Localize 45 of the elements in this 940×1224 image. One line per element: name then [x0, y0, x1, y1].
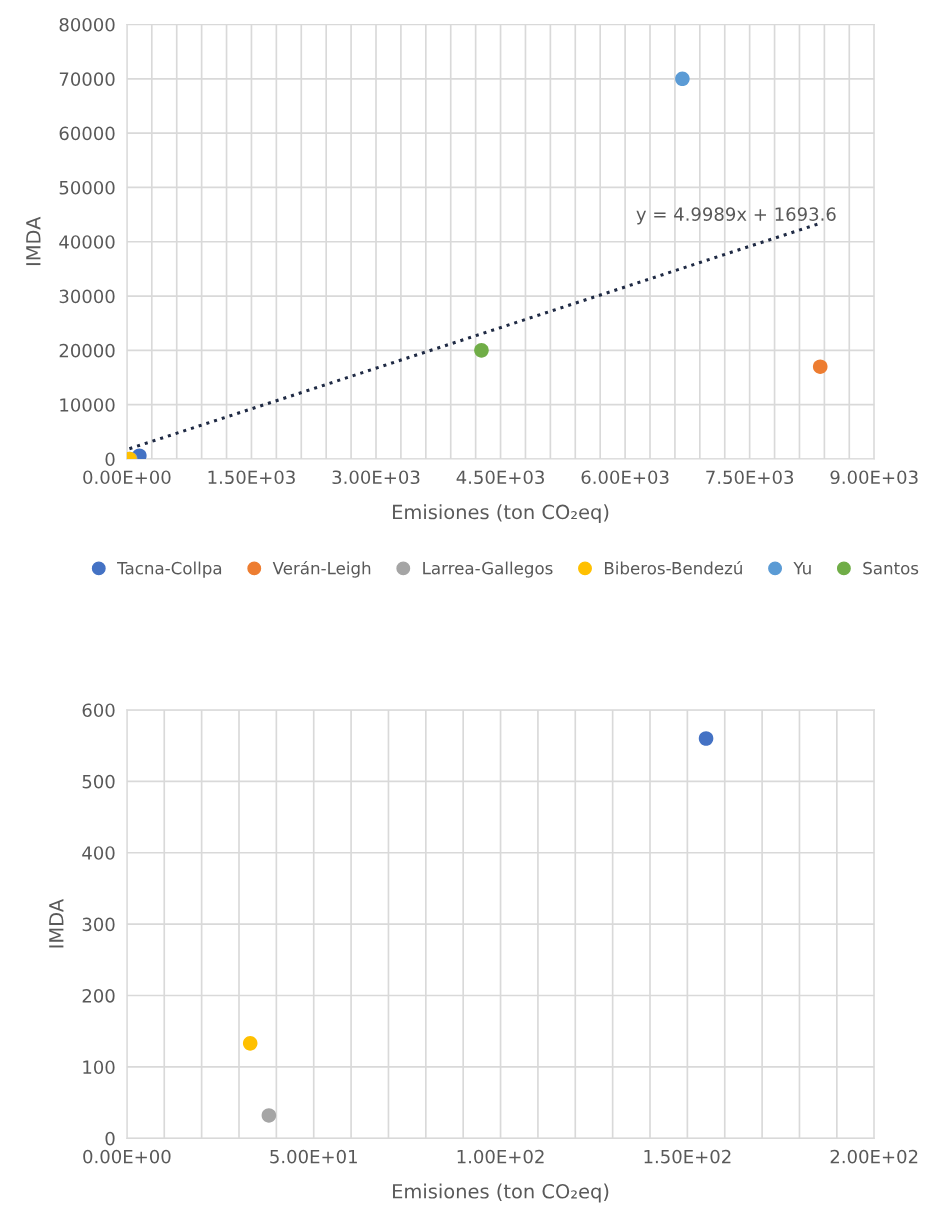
y-tick-label: 20000 — [59, 343, 115, 358]
x-tick-label: 7.50E+03 — [706, 470, 794, 485]
x-tick-label: 4.50E+03 — [456, 470, 544, 485]
y-tick-label: 60000 — [59, 126, 115, 141]
x-axis-title: Emisiones (ton CO₂eq) — [393, 1183, 609, 1203]
x-tick-label: 6.00E+03 — [581, 470, 669, 485]
legend-label: Verán-Leigh — [272, 560, 371, 578]
y-axis-title: IMDA — [49, 899, 64, 948]
x-tick-label: 9.00E+03 — [830, 470, 918, 485]
y-tick-label: 30000 — [59, 289, 115, 304]
legend-label: Larrea-Gallegos — [423, 561, 553, 578]
y-tick-label: 0 — [105, 1131, 115, 1146]
point — [242, 1036, 258, 1051]
y-tick-label: 200 — [82, 988, 115, 1003]
x-tick-label: 5.00E+01 — [270, 1149, 357, 1164]
point — [812, 359, 828, 374]
x-tick-label: 2.00E+02 — [830, 1149, 918, 1164]
point — [698, 731, 714, 746]
x-tick-label: 0.00E+00 — [83, 1149, 171, 1164]
legend-label: Yu — [793, 562, 811, 575]
x-tick-label: 1.50E+02 — [644, 1149, 731, 1164]
x-tick-label: 0.00E+00 — [83, 470, 171, 485]
y-tick-label: 500 — [82, 774, 115, 789]
y-tick-label: 80000 — [59, 17, 115, 32]
point — [675, 71, 690, 87]
y-tick-label: 10000 — [60, 398, 115, 412]
legend-label: Santos — [863, 561, 919, 575]
y-tick-label: 400 — [82, 846, 115, 860]
y-tick-label: 0 — [105, 452, 115, 467]
point — [474, 343, 489, 358]
y-tick-label: 100 — [83, 1060, 115, 1075]
annotation: y = 4.9989x + 1693.6 — [636, 207, 836, 225]
y-tick-label: 50000 — [59, 180, 115, 195]
x-tick-label: 1.50E+03 — [208, 470, 295, 485]
point — [261, 1108, 277, 1123]
y-tick-label: 70000 — [59, 72, 115, 86]
legend-label: Tacna-Collpa — [117, 561, 222, 578]
y-tick-label: 600 — [82, 703, 115, 718]
y-tick-label: 300 — [82, 917, 115, 932]
legend-label: Biberos-Bendezú — [604, 560, 742, 575]
y-axis-title: IMDA — [26, 216, 41, 266]
x-tick-label: 3.00E+03 — [332, 470, 420, 485]
x-axis-title: Emisiones (ton CO₂eq) — [393, 504, 609, 524]
x-tick-label: 1.00E+02 — [457, 1149, 544, 1164]
y-tick-label: 40000 — [59, 235, 115, 249]
